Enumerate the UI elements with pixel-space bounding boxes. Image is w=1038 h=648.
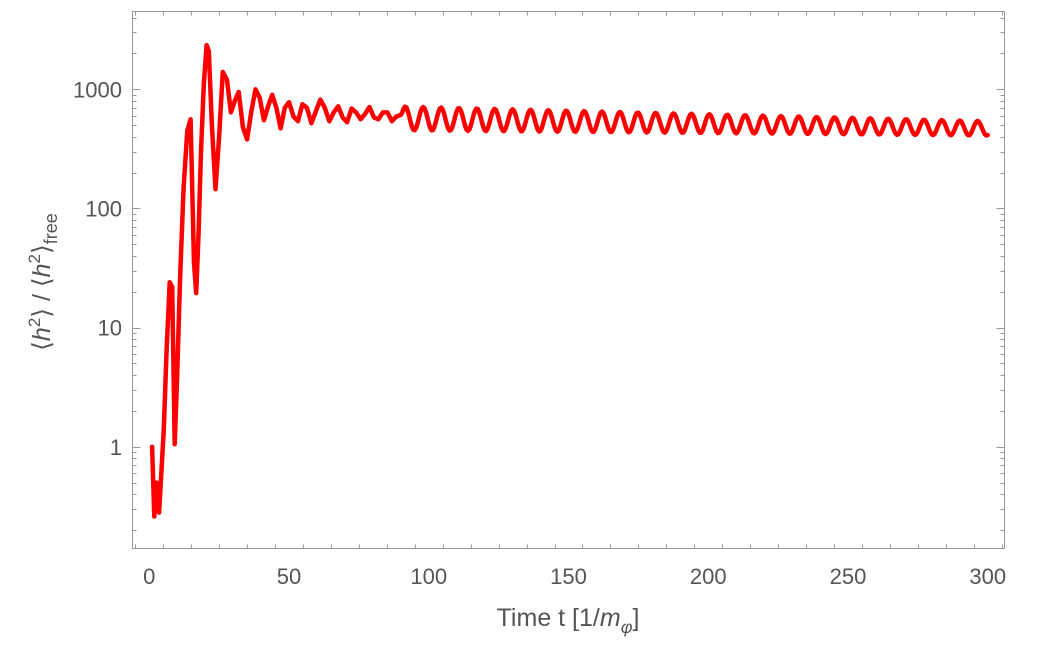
x-tick-label: 300 <box>969 564 1006 589</box>
axis-ticks <box>132 11 1005 549</box>
x-axis-title-main: Time t [1/ <box>497 604 600 632</box>
y-axis-title-close1: ⟩ / ⟨ <box>28 277 56 317</box>
x-tick-label: 250 <box>830 564 867 589</box>
y-axis-title: ⟨h2⟩ / ⟨h2⟩free <box>25 213 61 351</box>
plot-frame <box>132 11 1005 549</box>
y-tick-label: 1 <box>110 435 122 460</box>
x-axis-title: Time t [1/mφ] <box>497 604 640 637</box>
y-tick-label: 100 <box>85 196 122 221</box>
y-axis-title-open1: ⟨ <box>28 341 56 351</box>
y-tick-label: 10 <box>98 316 122 341</box>
series-layer <box>149 42 990 519</box>
x-tick-label: 50 <box>277 564 301 589</box>
x-tick-label: 0 <box>143 564 155 589</box>
x-tick-label: 200 <box>690 564 727 589</box>
y-axis-title-close2: ⟩ <box>28 244 56 254</box>
y-axis-title-h1: h <box>28 327 56 341</box>
x-axis-title-math: m <box>600 604 621 632</box>
y-axis-title-sub: free <box>41 213 61 244</box>
y-axis-title-h2: h <box>28 263 56 277</box>
y-tick-label: 1000 <box>73 77 122 102</box>
series-line <box>149 42 990 519</box>
x-tick-labels: 0 50 100 150 200 250 300 <box>143 564 1006 589</box>
y-axis-title-sup1: 2 <box>25 318 44 327</box>
x-axis-title-close: ] <box>632 604 639 632</box>
y-tick-labels: 1 10 100 1000 <box>73 77 122 459</box>
x-tick-label: 100 <box>410 564 447 589</box>
y-axis-title-sup2: 2 <box>25 254 44 263</box>
x-axis-title-sub: φ <box>621 617 633 637</box>
x-tick-label: 150 <box>550 564 587 589</box>
